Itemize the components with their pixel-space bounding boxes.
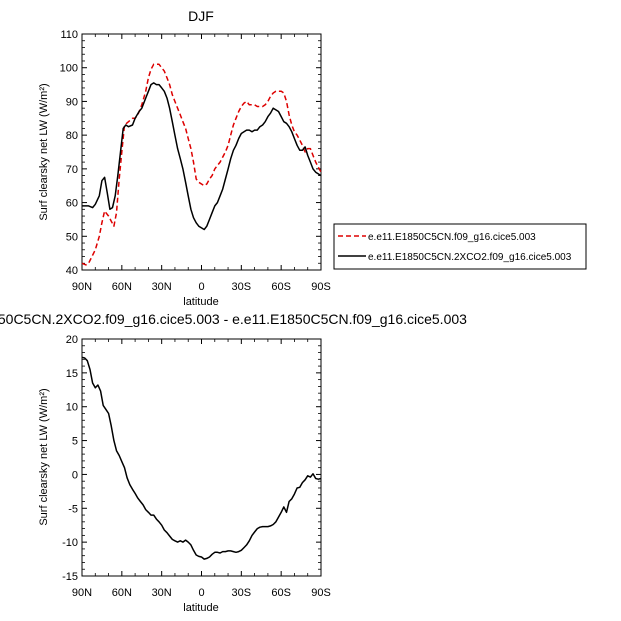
top-axes: 40 50 60 70 80 90 100 110 90N 60N 30N 0 30S 60S 90S (60, 29, 331, 293)
top-x-tick-label: 60S (271, 281, 291, 293)
top-x-tick-label: 30N (152, 281, 172, 293)
bottom-x-tick-label: 60N (112, 587, 132, 599)
bottom-series-line-1 (81, 356, 322, 560)
top-x-tick-label: 90N (72, 281, 92, 293)
top-y-tick-label: 100 (60, 63, 78, 75)
top-y-tick-label: 40 (66, 265, 78, 277)
top-y-axis-label: Surf clearsky net LW (W/m²) (38, 83, 50, 220)
top-x-axis-label: latitude (183, 296, 218, 308)
bottom-y-tick-label: 20 (66, 334, 78, 346)
bottom-y-axis-label: Surf clearsky net LW (W/m²) (38, 388, 50, 525)
top-y-tick-label: 80 (66, 130, 78, 142)
top-y-tick-label: 70 (66, 164, 78, 176)
top-series-line-2 (82, 82, 322, 231)
top-x-tick-label: 90S (311, 281, 331, 293)
bottom-x-tick-label: 30S (232, 587, 252, 599)
top-x-tick-label: 60N (112, 281, 132, 293)
top-panel: DJF Surf clearsky net LW (W/m²) latitude… (38, 8, 587, 308)
bottom-x-tick-label: 90S (311, 587, 331, 599)
bottom-x-tick-label: 0 (198, 587, 204, 599)
bottom-x-tick-label: 60S (271, 587, 291, 599)
top-series-line-1 (81, 63, 322, 266)
bottom-panel: e.e11.E1850C5CN.2XCO2.f09_g16.cice5.003 … (0, 311, 467, 614)
bottom-plot-frame (81, 338, 322, 577)
top-x-tick-label: 0 (198, 281, 204, 293)
top-y-tick-label: 90 (66, 96, 78, 108)
bottom-chart-title: e.e11.E1850C5CN.2XCO2.f09_g16.cice5.003 … (0, 311, 467, 327)
top-y-tick-label: 110 (60, 29, 78, 41)
bottom-x-tick-label: 90N (72, 587, 92, 599)
top-plot-lines (81, 63, 322, 266)
bottom-y-tick-label: -10 (62, 537, 78, 549)
legend: e.e11.E1850C5CN.f09_g16.cice5.003 e.e11.E… (333, 223, 587, 270)
legend-entry-label: e.e11.E1850C5CN.f09_g16.cice5.003 (368, 232, 536, 243)
bottom-plot-lines (81, 356, 322, 560)
bottom-axes: -15 -10 -5 0 5 10 15 20 90N 60N 30N 0 30S 60S 90S (62, 334, 331, 599)
legend-box (333, 223, 587, 270)
bottom-y-tick-label: 5 (72, 436, 78, 448)
bottom-y-tick-label: 10 (66, 402, 78, 414)
bottom-y-tick-label: -5 (68, 503, 78, 515)
top-chart-title: DJF (188, 8, 214, 24)
bottom-y-tick-label: -15 (62, 571, 78, 583)
top-plot-frame (81, 33, 322, 271)
top-y-tick-label: 50 (66, 231, 78, 243)
top-y-tick-label: 60 (66, 198, 78, 210)
top-x-tick-label: 30S (232, 281, 252, 293)
bottom-y-tick-label: 15 (66, 368, 78, 380)
bottom-y-tick-label: 0 (72, 469, 78, 481)
bottom-x-axis-label: latitude (183, 602, 218, 614)
bottom-x-tick-label: 30N (152, 587, 172, 599)
legend-entry-label: e.e11.E1850C5CN.2XCO2.f09_g16.cice5.003 (368, 252, 572, 263)
